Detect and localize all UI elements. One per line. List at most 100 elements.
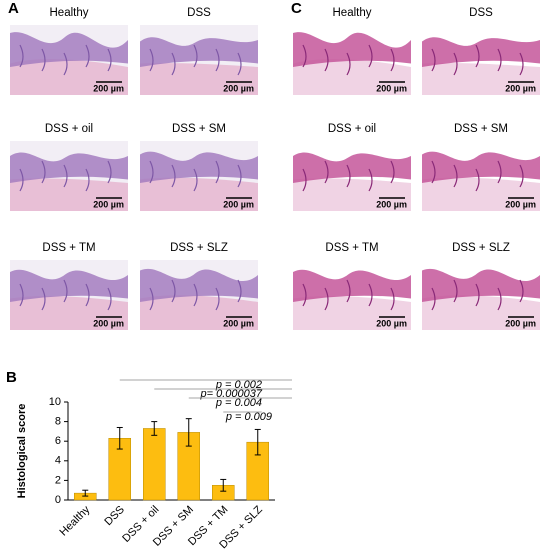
crypt (107, 287, 112, 311)
tissue (293, 269, 411, 302)
y-axis-label: Histological score (16, 404, 28, 499)
tissue (140, 295, 258, 330)
tissue (293, 295, 411, 330)
image-caption: DSS + SLZ (452, 242, 510, 254)
crypt (63, 52, 68, 76)
crypt (237, 164, 242, 188)
tissue (422, 295, 540, 330)
crypt (302, 168, 307, 192)
image-caption: DSS + oil (328, 123, 376, 135)
scale-bar-label: 200 µm (93, 199, 124, 209)
crypt (41, 48, 46, 72)
y-tick-label: 6 (55, 435, 61, 447)
image-caption: DSS + TM (325, 242, 378, 254)
tissue (293, 178, 411, 211)
scale-bar-label: 200 µm (376, 83, 407, 93)
p-value: p = 0.009 (225, 411, 272, 423)
tissue (10, 295, 128, 330)
crypt (237, 52, 242, 76)
tissue (140, 177, 258, 211)
crypt (149, 287, 154, 311)
crypt (519, 52, 524, 76)
image-caption: DSS (469, 7, 493, 19)
scale-bar-label: 200 µm (93, 83, 124, 93)
crypt (19, 44, 24, 68)
x-tick-label: Healthy (58, 503, 93, 538)
crypt (85, 44, 90, 68)
crypt (41, 287, 46, 311)
tissue (293, 32, 411, 67)
tissue (10, 152, 128, 183)
tissue (140, 37, 258, 67)
y-tick-label: 0 (55, 494, 61, 506)
tissue (10, 178, 128, 211)
image-caption: DSS + SM (172, 123, 226, 135)
crypt (149, 160, 154, 184)
crypt (453, 279, 458, 303)
crypt (475, 168, 480, 192)
crypt (171, 164, 176, 188)
scale-bar-label: 200 µm (93, 318, 124, 328)
tissue (293, 152, 411, 183)
crypt (324, 48, 329, 72)
tissue (140, 62, 258, 95)
p-value: p = 0.004 (215, 397, 262, 409)
tissue (422, 37, 540, 67)
crypt (193, 168, 198, 192)
y-tick-label: 2 (55, 474, 61, 486)
y-tick-label: 8 (55, 416, 61, 428)
crypt (497, 160, 502, 184)
bar (143, 428, 166, 501)
p-value: p= 0.000037 (200, 388, 263, 400)
crypt (302, 283, 307, 307)
crypt (368, 168, 373, 192)
tissue (140, 268, 258, 302)
scale-bar-label: 200 µm (223, 199, 254, 209)
crypt (368, 44, 373, 68)
scale-bar-label: 200 µm (505, 83, 536, 93)
crypt (475, 44, 480, 68)
crypt (519, 279, 524, 303)
crypt (390, 48, 395, 72)
scale-bar-label: 200 µm (376, 199, 407, 209)
crypt (390, 160, 395, 184)
crypt (19, 283, 24, 307)
tissue (422, 268, 540, 302)
crypt (63, 279, 68, 303)
image-caption: DSS (187, 7, 211, 19)
image-caption: DSS + SM (454, 123, 508, 135)
tissue (10, 32, 128, 67)
crypt (431, 160, 436, 184)
image-caption: Healthy (50, 7, 89, 19)
crypt (215, 287, 220, 311)
crypt (519, 164, 524, 188)
error-bar (220, 478, 227, 492)
error-bar (116, 426, 123, 450)
crypt (346, 279, 351, 303)
scale-bar-label: 200 µm (505, 318, 536, 328)
tissue (293, 59, 411, 95)
crypt (149, 48, 154, 72)
error-bar (185, 418, 192, 447)
crypt (237, 279, 242, 303)
crypt (346, 164, 351, 188)
tissue (10, 59, 128, 95)
x-tick-label: DSS (102, 504, 126, 528)
crypt (19, 168, 24, 192)
scale-bar-label: 200 µm (376, 318, 407, 328)
image-caption: Healthy (333, 7, 372, 19)
crypt (497, 287, 502, 311)
scale-bar-label: 200 µm (505, 199, 536, 209)
scale-bar-label: 200 µm (223, 83, 254, 93)
y-tick-label: 4 (55, 455, 61, 467)
y-tick-label: 10 (49, 396, 61, 408)
panel-label: A (8, 0, 19, 17)
crypt (453, 164, 458, 188)
error-bar (151, 421, 158, 436)
crypt (215, 48, 220, 72)
crypt (171, 279, 176, 303)
crypt (453, 52, 458, 76)
crypt (302, 44, 307, 68)
crypt (431, 48, 436, 72)
scale-bar-label: 200 µm (223, 318, 254, 328)
